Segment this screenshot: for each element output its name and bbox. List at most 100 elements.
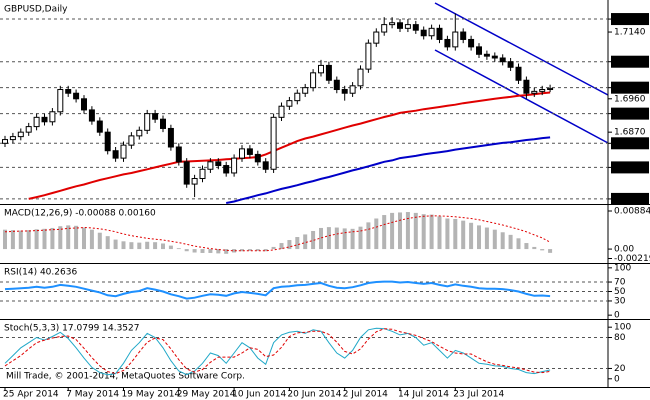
candle-body: [239, 148, 245, 159]
tick-box: [611, 161, 649, 174]
y-tick-label: 1.7175: [614, 15, 646, 25]
candle-body: [223, 165, 230, 174]
candle-body: [207, 161, 214, 170]
candle-body: [381, 24, 388, 33]
candle-body: [254, 153, 261, 163]
candle-body: [318, 64, 324, 74]
candle-body: [420, 29, 427, 37]
macd-bar: [74, 225, 79, 250]
macd-bar: [508, 234, 513, 250]
candle-body: [183, 161, 190, 185]
tick-box: [611, 81, 649, 94]
indicator-line: [4, 215, 551, 252]
candle-body: [160, 118, 166, 129]
tick-box: [611, 107, 649, 120]
candle-body: [294, 92, 301, 102]
macd-bar: [3, 229, 7, 250]
y-tick-label: 80: [614, 333, 626, 343]
y-tick-label: 30: [614, 296, 626, 306]
candle-body: [365, 42, 372, 70]
x-tick-label: 19 May 2014: [122, 390, 181, 400]
macd-bar: [421, 214, 426, 250]
y-tick-label: 0: [614, 311, 620, 321]
macd-bar: [145, 241, 150, 250]
macd-bar: [184, 249, 189, 252]
macd-bar: [532, 246, 537, 250]
macd-bar: [287, 240, 292, 250]
candle-body: [468, 38, 475, 48]
macd-bar: [113, 239, 118, 250]
macd-bar: [350, 228, 355, 250]
y-tick-label: 1.7140: [614, 28, 646, 38]
candle-body: [515, 66, 522, 81]
x-tick-label: 7 May 2014: [66, 390, 119, 400]
candle-body: [476, 46, 482, 55]
candle-body: [349, 85, 356, 94]
candle-body: [310, 72, 317, 89]
macd-bar: [445, 218, 450, 250]
macd-bar: [200, 249, 205, 253]
y-tick-label: 1.6840: [614, 139, 646, 149]
indicator-line: [226, 136, 551, 204]
x-tick-label: 23 Jul 2014: [453, 390, 504, 400]
candle-body: [531, 90, 538, 94]
macd-bar: [326, 227, 331, 250]
candle-body: [547, 87, 554, 91]
y-tick-label: 0.00884: [614, 206, 650, 216]
candle-body: [278, 105, 285, 118]
macd-bar: [247, 249, 252, 251]
tick-box: [611, 55, 649, 68]
candle-body: [65, 89, 72, 94]
candle-body: [199, 168, 206, 180]
candle-body: [412, 24, 419, 31]
macd-bar: [295, 237, 300, 250]
pane-title: GBPUSD,Daily: [4, 5, 68, 15]
candle-body: [57, 89, 64, 113]
candle-body: [539, 89, 546, 92]
candle-body: [428, 27, 435, 37]
candle-body: [49, 111, 56, 123]
candle-body: [88, 109, 95, 122]
macd-bar: [168, 245, 173, 250]
macd-bar: [382, 215, 387, 250]
candle-body: [112, 150, 119, 159]
candle-body: [523, 79, 530, 94]
macd-bar: [311, 230, 316, 250]
macd-bar: [469, 222, 474, 250]
candle-body: [41, 116, 48, 123]
candle-body: [491, 55, 498, 59]
candle-body: [373, 31, 380, 44]
y-tick-label: 1.6960: [614, 94, 646, 104]
macd-bar: [10, 230, 15, 250]
indicator-line: [4, 328, 551, 375]
macd-bar: [500, 232, 505, 250]
macd-bar: [548, 249, 553, 253]
macd-bar: [342, 228, 347, 250]
macd-bar: [390, 212, 395, 250]
candle-body: [357, 68, 364, 87]
y-tick-label: 1.7060: [614, 57, 646, 67]
macd-bar: [121, 241, 126, 250]
macd-bar: [516, 238, 521, 250]
macd-bar: [105, 236, 110, 250]
candle-body: [152, 113, 159, 120]
candle-body: [81, 98, 87, 111]
candle-body: [333, 79, 340, 91]
macd-bar: [34, 229, 39, 250]
y-tick-label: 1.6990: [614, 83, 646, 93]
macd-bar: [137, 242, 142, 250]
macd-bar: [453, 218, 458, 250]
macd-bar: [129, 242, 134, 250]
y-tick-label: 1.6920: [614, 109, 646, 119]
candle-body: [325, 64, 332, 81]
candle-body: [191, 178, 198, 185]
tick-box: [611, 137, 649, 150]
y-tick-label: 0.00: [614, 245, 634, 255]
candle-body: [246, 148, 253, 155]
y-tick-label: 0: [614, 374, 620, 384]
macd-bar: [484, 227, 489, 250]
macd-bar: [492, 229, 497, 250]
candle-body: [397, 22, 403, 29]
macd-bar: [161, 243, 165, 250]
